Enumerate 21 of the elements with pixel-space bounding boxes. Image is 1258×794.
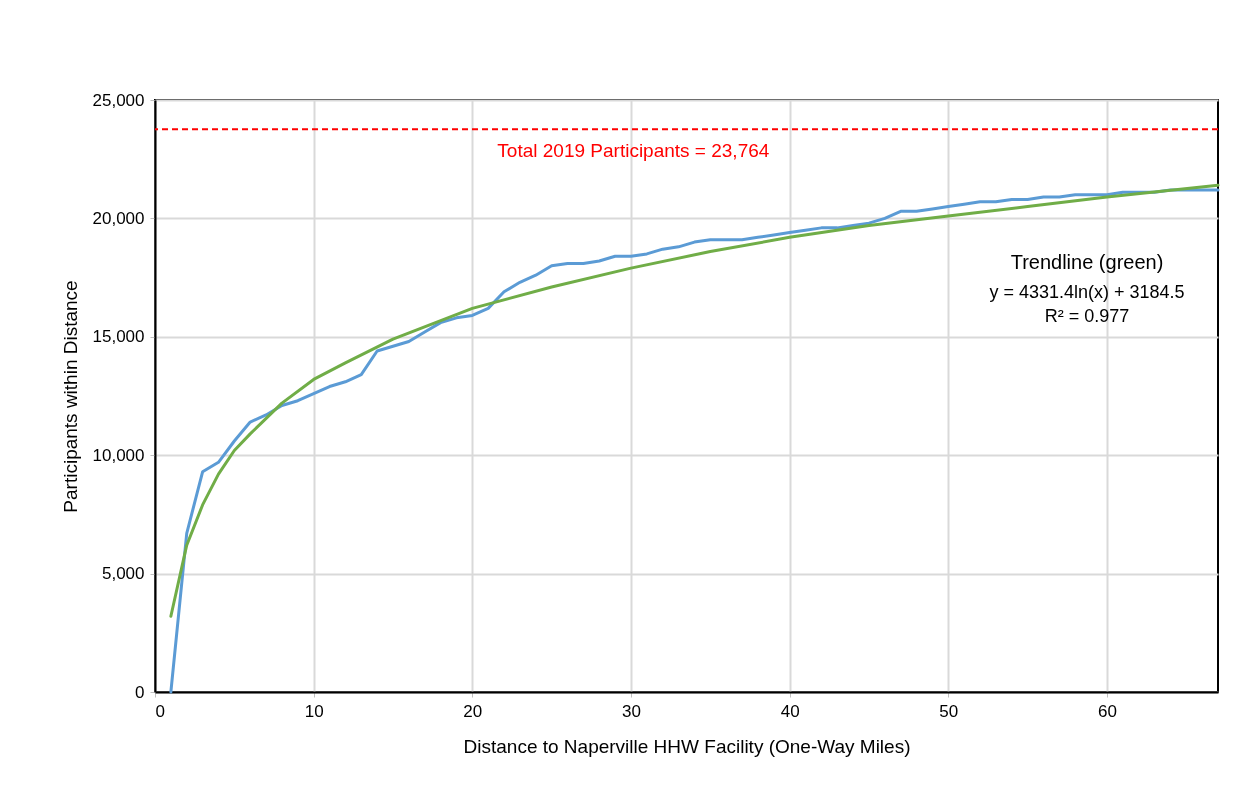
y-tick-label: 20,000 — [92, 208, 145, 228]
y-axis-title: Participants within Distance — [59, 280, 81, 513]
x-tick-label: 60 — [1097, 701, 1117, 721]
y-tick-label: 5,000 — [101, 564, 145, 584]
x-tick-label: 40 — [780, 701, 800, 721]
annotation: R² = 0.977 — [1044, 306, 1130, 326]
ref-line-label: Total 2019 Participants = 23,764 — [497, 140, 770, 162]
x-axis-title: Distance to Naperville HHW Facility (One-Way Miles) — [463, 735, 911, 757]
y-tick-label: 25,000 — [92, 90, 145, 110]
x-tick-label: 10 — [304, 701, 324, 721]
annotation: Trendline (green) — [1010, 251, 1164, 273]
x-tick-label: 0 — [155, 701, 165, 721]
y-tick-label: 10,000 — [92, 445, 145, 465]
y-tick-label: 15,000 — [92, 327, 145, 347]
line-series — [169, 183, 1220, 618]
x-tick-label: 20 — [463, 701, 483, 721]
line-series — [169, 188, 1220, 694]
x-tick-label: 30 — [622, 701, 641, 721]
x-tick-label: 50 — [939, 701, 959, 721]
y-tick-label: 0 — [135, 682, 145, 702]
annotation: y = 4331.4ln(x) + 3184.5 — [989, 282, 1185, 302]
